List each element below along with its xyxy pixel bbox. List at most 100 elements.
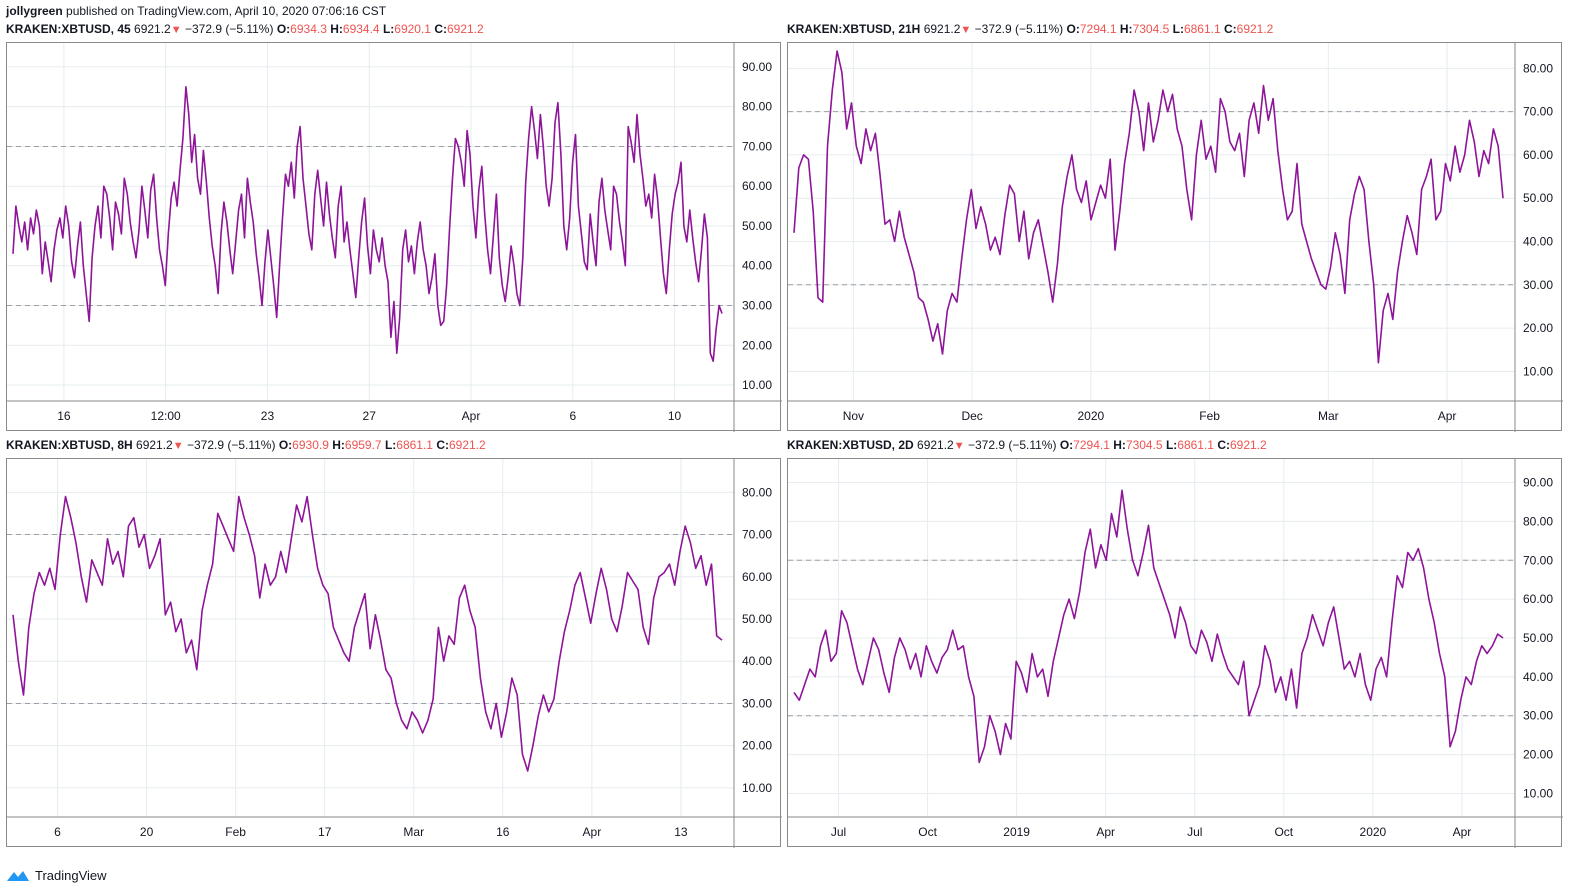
x-tick-label: Nov [843,409,864,423]
y-tick-label: 50.00 [1523,191,1553,205]
author-name[interactable]: jollygreen [6,4,63,18]
x-tick-label: 2020 [1078,409,1105,423]
y-tick-label: 60.00 [742,570,772,584]
chart-svg[interactable]: Nov Dec 2020 Feb Mar Apr 80.00 70.00 60.00 50.00 4… [788,43,1563,432]
low-value: 6920.1 [394,22,431,36]
x-tick-label: Apr [462,409,481,423]
chart-panel-21h[interactable]: Nov Dec 2020 Feb Mar Apr 80.00 70.00 60.00 50.00 4… [787,42,1563,432]
high-value: 7304.5 [1132,22,1170,36]
last-price: 6921.2 [134,22,171,36]
rsi-series-line [793,50,1504,364]
y-tick-label: 20.00 [1523,748,1553,762]
price-change: −372.9 (−5.11%) [967,438,1057,452]
x-tick-label: Oct [918,825,937,839]
low-value: 6861.1 [396,438,433,452]
last-price: 6921.2 [136,438,173,452]
rsi-series-line [12,495,723,772]
x-tick-label: Apr [1453,825,1472,839]
low-value: 6861.1 [1177,438,1214,452]
y-tick-label: 60.00 [1523,592,1553,606]
y-tick-label: 30.00 [1523,709,1553,723]
symbol-label[interactable]: KRAKEN:XBTUSD, 2D [787,438,914,452]
y-tick-label: 10.00 [1523,364,1553,378]
x-tick-label: Mar [403,825,424,839]
x-tick-label: 16 [57,409,71,423]
x-tick-label: Feb [225,825,246,839]
x-tick-label: Apr [1096,825,1115,839]
close-value: 6921.2 [1229,438,1267,452]
y-tick-label: 10.00 [742,378,772,392]
y-tick-label: 40.00 [1523,234,1553,248]
y-tick-label: 80.00 [742,100,772,114]
footer-brand[interactable]: TradingView [6,868,107,883]
last-price: 6921.2 [923,22,961,36]
chart-svg[interactable]: Jul Oct 2019 Apr Jul Oct 2020 Apr 90.00 80.00 70.0… [788,459,1563,848]
y-tick-label: 90.00 [1523,476,1553,490]
chart-panel-8h[interactable]: 6 20 Feb 17 Mar 16 Apr 13 80.00 70.00 60.00 50.00 40… [6,458,782,848]
close-value: 6921.2 [1236,22,1274,36]
y-tick-label: 80.00 [742,485,772,499]
x-tick-label: Feb [1199,409,1220,423]
x-tick-label: Jul [1187,825,1202,839]
x-tick-label: 6 [569,409,576,423]
x-tick-label: Oct [1274,825,1293,839]
y-tick-label: 60.00 [742,179,772,193]
chart-svg[interactable]: 6 20 Feb 17 Mar 16 Apr 13 80.00 70.00 60.00 50.00 40… [7,459,782,848]
panel-header-2: KRAKEN:XBTUSD, 21H 6921.2▼ −372.9 (−5.11… [787,22,1274,36]
y-tick-label: 20.00 [742,338,772,352]
down-arrow-icon: ▼ [172,440,184,452]
x-tick-label: 20 [140,825,154,839]
rsi-series-line [12,85,723,363]
publish-info: jollygreen published on TradingView.com,… [6,4,386,18]
symbol-label[interactable]: KRAKEN:XBTUSD, 8H [6,438,133,452]
x-tick-label: 2020 [1360,825,1387,839]
y-tick-label: 10.00 [742,781,772,795]
x-tick-label: 13 [674,825,688,839]
y-tick-label: 50.00 [742,219,772,233]
x-tick-label: Mar [1318,409,1339,423]
y-tick-label: 50.00 [1523,631,1553,645]
chart-panel-45m[interactable]: 16 12:00 23 27 Apr 6 10 90.00 80.00 70.00 60.00 50.… [6,42,782,432]
brand-name: TradingView [35,868,107,883]
y-tick-label: 80.00 [1523,514,1553,528]
panel-header-4: KRAKEN:XBTUSD, 2D 6921.2▼ −372.9 (−5.11%… [787,438,1267,452]
close-value: 6921.2 [448,438,486,452]
high-value: 6934.4 [342,22,380,36]
symbol-label[interactable]: KRAKEN:XBTUSD, 21H [787,22,921,36]
chart-svg[interactable]: 16 12:00 23 27 Apr 6 10 90.00 80.00 70.00 60.00 50.… [7,43,782,432]
high-value: 6959.7 [344,438,382,452]
rsi-series-line [793,489,1504,764]
high-value: 7304.5 [1125,438,1163,452]
x-tick-label: Apr [1438,409,1457,423]
y-tick-label: 80.00 [1523,61,1553,75]
down-arrow-icon: ▼ [170,24,182,36]
y-tick-label: 70.00 [1523,553,1553,567]
x-tick-label: 27 [363,409,377,423]
x-tick-label: 23 [261,409,275,423]
x-tick-label: 10 [668,409,682,423]
y-tick-label: 70.00 [742,528,772,542]
y-tick-label: 50.00 [742,612,772,626]
y-tick-label: 90.00 [742,60,772,74]
y-tick-label: 30.00 [1523,278,1553,292]
x-tick-label: 17 [318,825,332,839]
x-tick-label: 12:00 [151,409,181,423]
chart-panel-2d[interactable]: Jul Oct 2019 Apr Jul Oct 2020 Apr 90.00 80.00 70.0… [787,458,1563,848]
price-change: −372.9 (−5.11%) [184,22,274,36]
open-value: 6934.3 [290,22,327,36]
x-tick-label: Dec [961,409,982,423]
close-value: 6921.2 [446,22,484,36]
last-price: 6921.2 [917,438,954,452]
x-tick-label: 2019 [1003,825,1030,839]
publish-date: published on TradingView.com, April 10, … [66,4,387,18]
y-tick-label: 70.00 [1523,105,1553,119]
down-arrow-icon: ▼ [960,24,972,36]
y-tick-label: 10.00 [1523,786,1553,800]
symbol-label[interactable]: KRAKEN:XBTUSD, 45 [6,22,131,36]
x-tick-label: Apr [583,825,602,839]
y-tick-label: 60.00 [1523,148,1553,162]
y-tick-label: 30.00 [742,696,772,710]
y-tick-label: 70.00 [742,139,772,153]
y-tick-label: 20.00 [1523,321,1553,335]
y-tick-label: 40.00 [742,259,772,273]
